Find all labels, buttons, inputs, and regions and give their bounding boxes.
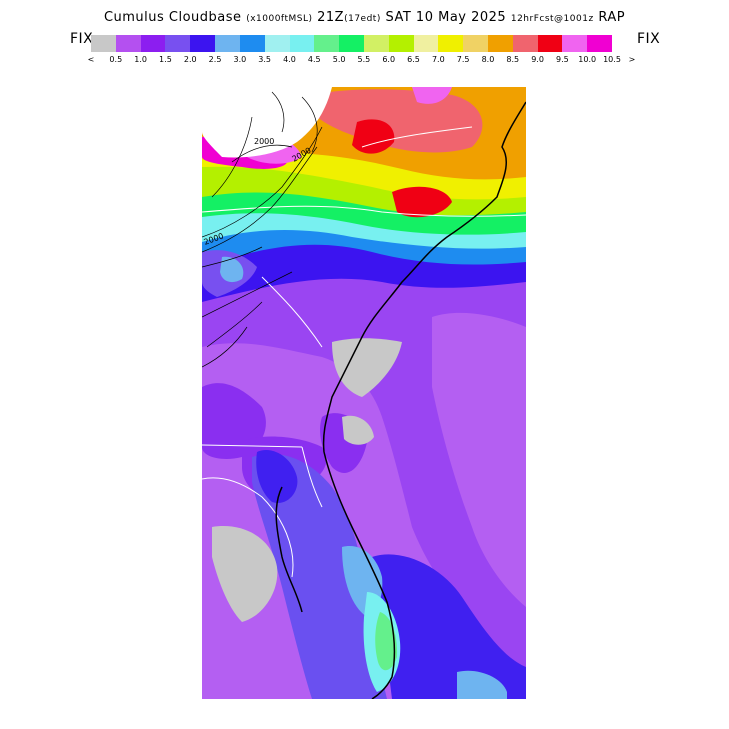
valid-date: SAT 10 May 2025 [385,10,507,25]
scale-tick-label: 1.5 [159,55,172,64]
map-title: Cumulus Cloudbase (x1000ftMSL) 21Z(17edt… [0,10,729,25]
color-swatch [91,35,116,52]
fix-label-right: FIX [637,31,661,47]
scale-tick-label: 7.5 [456,55,470,64]
color-scale-ticks: <0.5 1.0 1.5 2.0 2.5 3.0 3.5 4.0 4.5 5.0 5.5 6.0 6.5… [85,55,645,65]
field-band-salmon [302,89,483,153]
color-swatch [463,35,488,52]
scale-tick-label: > [628,55,636,64]
color-swatch [264,35,290,52]
field-grey-3 [212,526,278,622]
valid-time: 21Z [317,10,345,25]
color-swatch [289,35,315,52]
scale-tick-label: 5.0 [332,55,346,64]
valid-local-time: (17edt) [344,14,381,24]
coastline [275,101,526,699]
contour-lines [202,91,323,368]
color-swatch [512,35,538,52]
scale-tick-label: 0.5 [109,55,123,64]
scale-tick-label: 4.5 [307,55,321,64]
field-light-purple-east [432,312,526,607]
scale-tick-label: 2.0 [183,55,197,64]
color-swatch [239,35,265,52]
scale-tick-label: 1.0 [134,55,147,64]
field-blue-purple [252,453,387,699]
scale-tick-label: 6.0 [382,55,396,64]
scale-tick-label: 8.0 [481,55,495,64]
color-swatch [339,35,364,52]
field-none-nw [202,87,332,158]
color-swatch [413,35,439,52]
color-swatch [115,35,141,52]
field-grey-2 [342,415,374,445]
field-band-pink [412,87,452,104]
scale-tick-label: < [87,55,95,64]
color-swatch [537,35,563,52]
color-scale [91,35,613,52]
scale-tick-label: 2.5 [208,55,222,64]
scale-tick-label: 3.5 [258,55,272,64]
scale-tick-label: 3.0 [233,55,247,64]
map-svg: 2000 2000 2000 [202,87,526,699]
title-main: Cumulus Cloudbase [103,10,242,25]
color-swatch [363,35,389,52]
field-grey-1 [332,338,402,397]
cloudbase-map: 2000 2000 2000 [202,87,526,699]
color-swatch [165,35,191,52]
scale-tick-label: 6.5 [407,55,420,64]
field-deep-blue [372,554,526,699]
contour-label-1: 2000 [254,137,274,146]
color-swatch [488,35,513,52]
color-swatch [190,35,216,52]
field-deep-blue-2 [256,449,298,503]
scale-tick-label: 7.0 [431,55,445,64]
color-swatch [388,35,414,52]
color-swatch [215,35,240,52]
scale-tick-label: 8.5 [506,55,520,64]
scale-tick-label: 4.0 [283,55,296,64]
scale-tick-label: 10.0 [578,55,597,64]
model-name: RAP [598,10,626,25]
state-boundaries [202,126,526,578]
scale-tick-label: 5.5 [357,55,371,64]
fix-label-left: FIX [70,31,94,47]
field-band-red-2 [392,186,452,218]
field-green [375,612,398,671]
title-units: (x1000ftMSL) [246,14,313,24]
color-swatch [314,35,340,52]
field-band-red-1 [352,119,395,154]
scale-tick-label: 9.0 [531,55,544,64]
scale-tick-label: 9.5 [556,55,569,64]
field-lightblue-west [220,256,244,283]
color-swatch [587,35,613,52]
forecast-info: 12hrFcst@1001z [510,14,594,24]
color-swatch [438,35,464,52]
field-light-blue-se [457,670,507,699]
color-swatch [562,35,588,52]
color-swatch [140,35,166,52]
scale-tick-label: 10.5 [603,55,621,64]
